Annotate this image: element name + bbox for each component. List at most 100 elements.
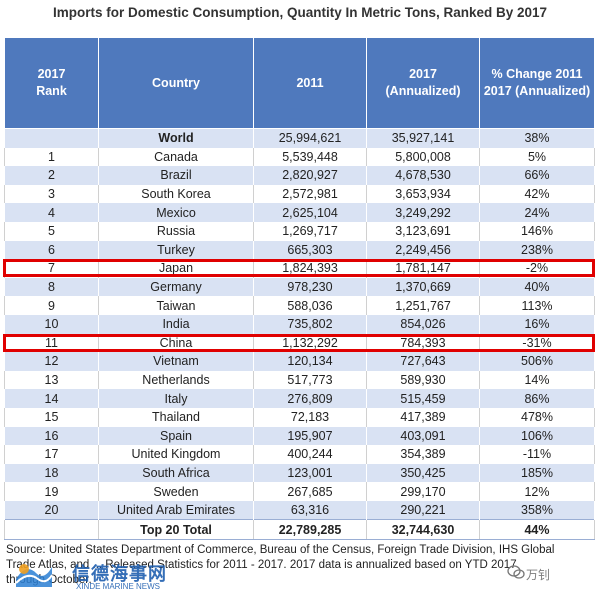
- table-row: 10 India 735,802 854,026 16%: [4, 314, 595, 334]
- watermark-site-sub: XINDE MARINE NEWS: [76, 582, 161, 591]
- source-note: Source: United States Department of Comm…: [6, 543, 594, 588]
- cell-2011: 25,994,621: [253, 128, 367, 148]
- header-country-text: Country: [152, 75, 200, 90]
- cell-change: -31%: [479, 333, 595, 353]
- table-row: 4 Mexico 2,625,104 3,249,292 24%: [4, 203, 595, 222]
- cell-2017: 5,800,008: [366, 147, 480, 167]
- table-row: 1 Canada 5,539,448 5,800,008 5%: [4, 147, 595, 167]
- cell-2011: 123,001: [253, 463, 367, 483]
- cell-country: Netherlands: [98, 370, 254, 390]
- cell-rank: 3: [4, 184, 99, 204]
- table-row: 9 Taiwan 588,036 1,251,767 113%: [4, 296, 595, 315]
- table-row: 2 Brazil 2,820,927 4,678,530 66%: [4, 166, 595, 185]
- cell-change: 40%: [479, 277, 595, 297]
- cell-country: World: [98, 128, 254, 148]
- cell-country: Mexico: [98, 203, 254, 222]
- cell-2017: 784,393: [366, 333, 480, 353]
- source-line-1: Source: United States Department of Comm…: [6, 544, 555, 556]
- cell-2017: 1,781,147: [366, 259, 480, 278]
- cell-2017: 417,389: [366, 407, 480, 427]
- cell-2011: 1,824,393: [253, 259, 367, 278]
- cell-country: South Korea: [98, 184, 254, 204]
- cell-2017: 35,927,141: [366, 128, 480, 148]
- cell-2017: 727,643: [366, 352, 480, 371]
- cell-change: 238%: [479, 240, 595, 260]
- cell-country: Vietnam: [98, 352, 254, 371]
- header-rank: 2017 Rank: [4, 37, 99, 129]
- table-row: 15 Thailand 72,183 417,389 478%: [4, 407, 595, 427]
- cell-change: 113%: [479, 296, 595, 315]
- cell-change: 506%: [479, 352, 595, 371]
- cell-rank: 1: [4, 147, 99, 167]
- table-row: 11 China 1,132,292 784,393 -31%: [4, 333, 595, 353]
- cell-rank: 14: [4, 389, 99, 408]
- cell-2017: 299,170: [366, 482, 480, 501]
- cell-country: South Africa: [98, 463, 254, 483]
- wechat-icon: [507, 565, 525, 579]
- cell-2011: 5,539,448: [253, 147, 367, 167]
- cell-2011: 517,773: [253, 370, 367, 390]
- table-row: 8 Germany 978,230 1,370,669 40%: [4, 277, 595, 297]
- cell-country: Brazil: [98, 166, 254, 185]
- table-row: 7 Japan 1,824,393 1,781,147 -2%: [4, 259, 595, 278]
- header-change-text: % Change 2011 2017 (Annualized): [483, 67, 591, 98]
- cell-2011: 276,809: [253, 389, 367, 408]
- cell-2017: 403,091: [366, 426, 480, 446]
- cell-2011: 63,316: [253, 500, 367, 520]
- cell-change: 66%: [479, 166, 595, 185]
- header-row: 2017 Rank Country 2011 2017 (Annualized)…: [4, 37, 595, 129]
- cell-rank: 8: [4, 277, 99, 297]
- cell-country: Japan: [98, 259, 254, 278]
- header-2011: 2011: [253, 37, 367, 129]
- cell-change: 185%: [479, 463, 595, 483]
- cell-2011: 72,183: [253, 407, 367, 427]
- cell-2017: 32,744,630: [366, 519, 480, 541]
- cell-2017: 350,425: [366, 463, 480, 483]
- header-change: % Change 2011 2017 (Annualized): [479, 37, 595, 129]
- cell-change: -11%: [479, 445, 595, 464]
- cell-country: Sweden: [98, 482, 254, 501]
- cell-rank: 10: [4, 314, 99, 334]
- table-row: 19 Sweden 267,685 299,170 12%: [4, 482, 595, 501]
- header-country: Country: [98, 37, 254, 129]
- cell-change: 478%: [479, 407, 595, 427]
- table-row: 16 Spain 195,907 403,091 106%: [4, 426, 595, 446]
- cell-rank: 2: [4, 166, 99, 185]
- cell-2011: 665,303: [253, 240, 367, 260]
- cell-rank: 19: [4, 482, 99, 501]
- cell-change: 44%: [479, 519, 595, 541]
- cell-2011: 2,572,981: [253, 184, 367, 204]
- cell-2017: 4,678,530: [366, 166, 480, 185]
- cell-2017: 354,389: [366, 445, 480, 464]
- cell-2011: 267,685: [253, 482, 367, 501]
- cell-rank: 20: [4, 500, 99, 520]
- cell-2017: 2,249,456: [366, 240, 480, 260]
- cell-2011: 978,230: [253, 277, 367, 297]
- cell-rank: 18: [4, 463, 99, 483]
- cell-rank: [4, 128, 99, 148]
- cell-country: Thailand: [98, 407, 254, 427]
- cell-2011: 735,802: [253, 314, 367, 334]
- table-row: 5 Russia 1,269,717 3,123,691 146%: [4, 221, 595, 241]
- cell-country: China: [98, 333, 254, 353]
- table-title: Imports for Domestic Consumption, Quanti…: [52, 5, 548, 20]
- cell-country: India: [98, 314, 254, 334]
- cell-country: Taiwan: [98, 296, 254, 315]
- cell-rank: 16: [4, 426, 99, 446]
- table-row: 18 South Africa 123,001 350,425 185%: [4, 463, 595, 483]
- cell-2017: 1,370,669: [366, 277, 480, 297]
- cell-change: 86%: [479, 389, 595, 408]
- cell-2011: 120,134: [253, 352, 367, 371]
- table-row: 12 Vietnam 120,134 727,643 506%: [4, 352, 595, 371]
- cell-change: 16%: [479, 314, 595, 334]
- header-2017: 2017 (Annualized): [366, 37, 480, 129]
- cell-country: United Kingdom: [98, 445, 254, 464]
- table-row: 14 Italy 276,809 515,459 86%: [4, 389, 595, 408]
- cell-2011: 1,132,292: [253, 333, 367, 353]
- xinde-logo-icon: [15, 564, 53, 587]
- cell-rank: 5: [4, 221, 99, 241]
- cell-2017: 3,249,292: [366, 203, 480, 222]
- cell-2017: 3,653,934: [366, 184, 480, 204]
- cell-rank: [4, 519, 99, 541]
- cell-2017: 3,123,691: [366, 221, 480, 241]
